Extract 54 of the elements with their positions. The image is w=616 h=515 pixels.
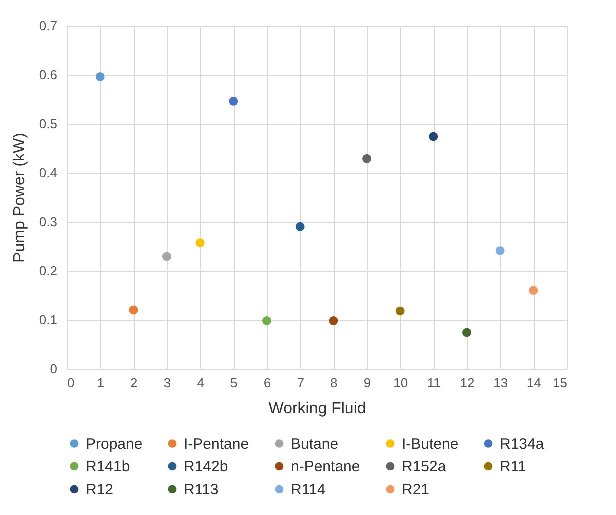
point [262, 316, 272, 326]
point [162, 252, 172, 262]
point [296, 222, 305, 232]
legend-label: R11 [500, 458, 526, 476]
y-axis-title: Pump Power (kW) [11, 133, 28, 263]
point [462, 328, 472, 338]
x-tick-label: 6 [264, 376, 272, 390]
y-tick-label: 0.3 [39, 214, 58, 230]
legend-label: R113 [184, 482, 219, 498]
x-tick-label: 9 [364, 376, 372, 390]
legend-label: R142b [184, 458, 228, 476]
legend-label: R12 [86, 482, 114, 498]
legend-label: R152a [402, 458, 447, 476]
x-tick-label: 10 [394, 376, 408, 390]
point [429, 132, 438, 142]
x-tick-label: 12 [460, 376, 475, 390]
point [196, 238, 205, 248]
legend-label: R114 [291, 482, 326, 498]
x-tick-label: 0 [68, 376, 75, 390]
y-tick-label: 0.6 [39, 68, 58, 82]
y-tick-label: 0.5 [39, 116, 58, 132]
x-tick-label: 13 [494, 376, 508, 390]
point [496, 246, 505, 256]
y-tick-label: 0.4 [39, 166, 58, 180]
legend-label: R134a [500, 436, 545, 453]
legend-label: I-Butene [402, 436, 459, 453]
y-tick-label: 0 [50, 362, 58, 376]
point [229, 96, 238, 106]
x-tick-label: 3 [164, 376, 172, 390]
x-tick-label: 4 [197, 376, 204, 390]
point [129, 306, 138, 315]
x-tick-label: 8 [330, 376, 338, 390]
x-tick-label: 15 [553, 376, 568, 390]
legend-label: I-Pentane [184, 436, 250, 453]
point [96, 72, 105, 82]
x-tick-label: 5 [230, 376, 238, 390]
legend-label: R141b [86, 458, 130, 476]
x-axis-title: Working Fluid [268, 400, 366, 418]
x-tick-label: 11 [427, 376, 441, 390]
point [529, 286, 538, 296]
x-tick-label: 7 [297, 376, 304, 390]
y-tick-label: 0.2 [39, 264, 58, 278]
point [329, 316, 338, 326]
legend-label: Butane [291, 436, 339, 453]
legend-label: n-Pentane [291, 458, 360, 476]
y-tick-label: 0.1 [39, 312, 58, 328]
x-tick-label: 2 [130, 376, 138, 390]
x-tick-label: 1 [97, 376, 104, 390]
y-tick-label: 0.7 [39, 18, 58, 34]
legend-label: Propane [86, 436, 143, 453]
x-tick-label: 14 [526, 376, 542, 390]
point [362, 154, 372, 164]
point [396, 306, 405, 316]
legend-label: R21 [402, 482, 430, 498]
